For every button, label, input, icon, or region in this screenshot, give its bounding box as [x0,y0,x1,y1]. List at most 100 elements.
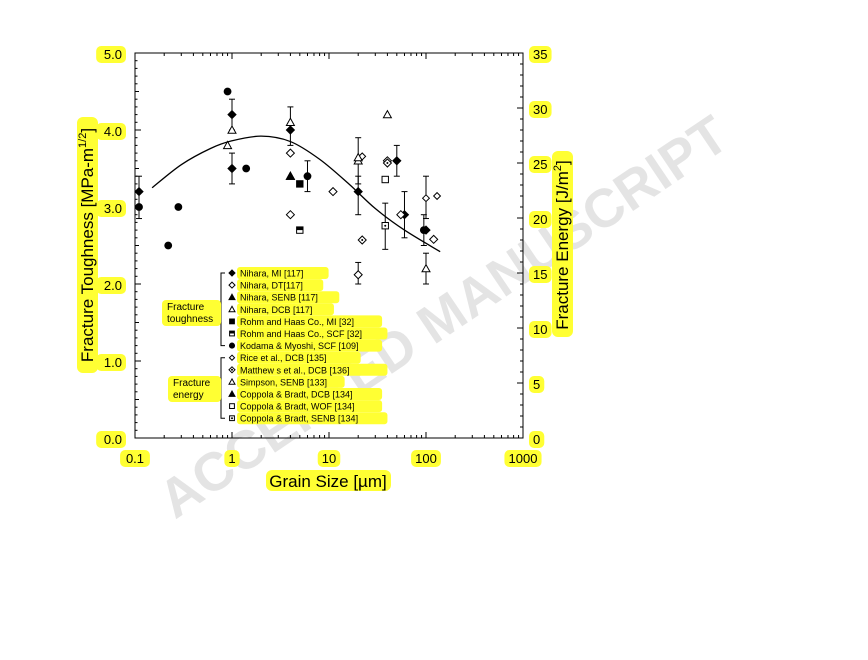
data-point-triangle-open-shape [353,152,364,162]
data-point-diamond-filled [285,125,296,135]
data-point-triangle-filled [285,171,296,180]
y-left-tick-label-highlight [96,200,126,217]
data-point-diamond-open [285,209,296,220]
energy-bracket [220,357,225,419]
data-point-diamond-open-shape [285,148,296,158]
legend-label-highlight [237,291,340,304]
tick-labels: 0.1 1 10 100 1000 0.0 1.0 2.0 3.0 4.0 5.0 0 5 10 15 20 2… [96,46,552,467]
legend-marker-square-dot-shape [231,417,233,420]
data-point-square-half-shape [296,226,304,231]
data-point-diamond-filled [353,186,363,197]
data-point-circle-filled [174,203,183,211]
data-point-triangle-open [421,263,431,273]
data-point-circle-filled-shape [303,172,312,181]
data-point-diamond-open [353,270,363,280]
legend-marker-square-open-shape [229,403,235,410]
legend-marker-square-dot [229,415,235,422]
y-right-tick-label: 10 [533,322,547,337]
data-point-diamond-dot-shape [386,162,389,164]
y-right-tick-label: 5 [533,377,540,392]
legend-label: Nihara, SENB [117] [240,293,318,303]
legend-label: Coppola & Bradt, SENB [134] [240,414,358,424]
axis-ticks [134,52,524,439]
data-point-diamond-filled-shape [134,186,144,197]
data-point-circle-filled-shape [174,203,183,211]
legend-marker-triangle-open-shape [228,377,236,385]
data-point-circle-filled [242,164,251,173]
data-point-diamond-filled-shape [353,186,363,197]
data-point-triangle-open-shape [227,124,237,134]
legend-label-highlight [237,327,388,340]
legend-label: Nihara, DT[117] [240,281,303,291]
data-point-diamond-filled-shape [227,109,237,120]
y-right-tick-label-highlight [529,156,552,173]
data-point-diamond-dot [382,158,393,168]
x-tick-label: 1 [228,451,235,466]
data-point-diamond-open-shape [428,234,439,245]
legend-marker-diamond-filled-shape [228,269,236,277]
legend-marker-diamond-filled [228,269,236,277]
legend-marker-square-half-shape [229,331,235,334]
y-right-tick-label-highlight [529,431,545,448]
error-bars [136,98,429,285]
data-point-diamond-open [396,209,406,220]
x-tick-label-highlight [120,450,150,467]
legend-label-highlight [237,388,383,400]
y-right-tick-label-highlight [529,101,552,118]
y-right-title-group: Fracture Energy [J/m2] [552,151,573,337]
legend-label: Kodama & Myoshi, SCF [109] [240,341,359,351]
x-tick-label: 0.1 [126,451,144,466]
y-left-tick-label-highlight [96,46,126,63]
y-left-tick-label: 4.0 [104,124,122,139]
legend-marker-diamond-dot [228,366,236,374]
data-point-triangle-filled-shape [285,171,296,180]
legend-marker-square-filled [229,318,235,325]
y-right-tick-label: 0 [533,432,540,447]
group-label-line1: Fracture [173,378,211,389]
data-point-circle-filled-shape [135,203,143,211]
data-point-diamond-open [428,234,439,245]
legend-label-highlight [237,267,329,279]
data-point-triangle-open [222,140,233,150]
data-point-circle-filled-shape [164,241,173,250]
legend-marker-circle-filled-shape [228,342,236,349]
legend-label-highlight [237,363,388,376]
data-point-diamond-open [285,148,296,158]
data-point-circle-filled-shape [223,87,232,96]
data-point-triangle-open-shape [222,140,233,150]
data-point-circle-filled-shape [419,226,428,235]
y-right-tick-label-highlight [529,266,552,283]
legend-label: Coppola & Bradt, WOF [134] [240,402,355,412]
group-label-line2: energy [173,390,204,401]
y-left-title-group: Fracture Toughness [MPa-m1/2] [77,117,98,373]
data-point-square-half [296,226,304,234]
x-tick-label-highlight [224,450,240,467]
legend-marker-diamond-open-small-shape [228,354,236,361]
data-point-triangle-open [382,109,393,119]
data-point-square-open-shape [381,175,389,184]
y-left-tick-label: 2.0 [104,278,122,293]
data-point-triangle-open [353,152,364,162]
data-point-square-filled-shape [296,180,304,188]
y-right-tick-label-highlight [529,376,545,393]
y-left-tick-label: 5.0 [104,47,122,62]
data-points [134,87,442,280]
y-right-tick-label: 15 [533,267,547,282]
y-right-tick-label: 25 [533,157,547,172]
legend-label-highlight [237,339,383,352]
data-point-circle-filled [419,226,428,235]
y-right-axis-title: Fracture Energy [J/m2] [552,160,572,330]
y-left-tick-label-highlight [96,354,126,371]
legend-label: Rohm and Haas Co., MI [32] [240,317,354,327]
data-point-diamond-filled [227,109,237,120]
y-right-tick-label-highlight [529,321,552,338]
data-point-triangle-open [285,117,296,126]
legend-marker-triangle-open-shape [228,305,236,313]
y-left-axis-title: Fracture Toughness [MPa-m1/2] [77,128,97,362]
data-point-diamond-open-small [421,194,431,203]
legend-label-highlight [237,303,334,316]
y-right-tick-label-highlight [529,46,552,63]
group-label-highlight [162,300,222,326]
data-point-diamond-open-shape [285,209,296,220]
